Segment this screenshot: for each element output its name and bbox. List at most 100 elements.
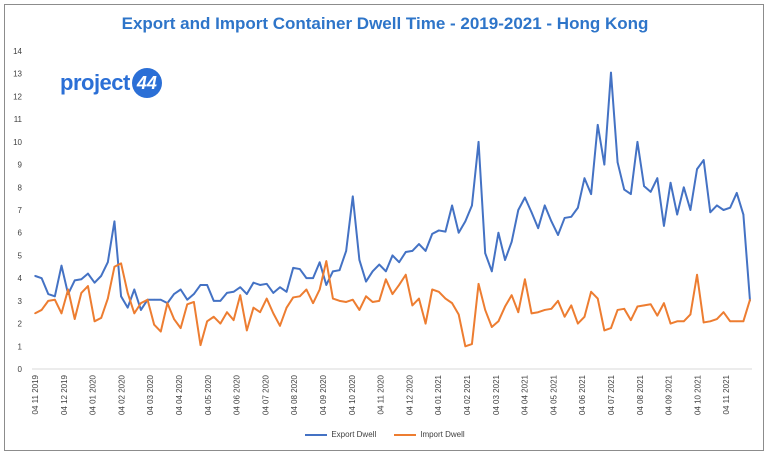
export-dwell-point <box>643 185 645 187</box>
import-dwell-point <box>497 320 500 323</box>
import-dwell-point <box>312 302 314 304</box>
import-dwell-point <box>93 320 96 323</box>
export-dwell-point <box>583 177 586 179</box>
export-dwell-point <box>338 269 341 271</box>
y-tick-label: 14 <box>13 47 22 56</box>
import-dwell-point <box>239 294 242 296</box>
x-tick-label: 04 07 2021 <box>607 374 616 415</box>
export-dwell-point <box>444 230 447 233</box>
import-dwell-point <box>391 293 394 295</box>
legend-label-export: Export Dwell <box>331 430 377 439</box>
import-dwell-point <box>47 300 50 302</box>
import-dwell-point <box>510 294 513 296</box>
import-dwell-point <box>232 319 235 321</box>
export-dwell-point <box>716 204 718 207</box>
import-dwell-point <box>563 315 566 318</box>
y-tick-label: 4 <box>18 274 23 283</box>
export-dwell-point <box>173 293 175 295</box>
logo-text: project <box>60 70 130 95</box>
import-dwell-point <box>451 302 453 304</box>
import-dwell-point <box>166 302 169 304</box>
export-dwell-point <box>656 177 659 179</box>
export-dwell-point <box>543 204 546 207</box>
y-tick-label: 1 <box>18 342 23 351</box>
chart-title: Export and Import Container Dwell Time -… <box>121 14 649 33</box>
import-dwell-point <box>358 309 361 311</box>
import-dwell-point <box>212 315 215 318</box>
export-dwell-point <box>265 283 268 285</box>
export-dwell-point <box>199 284 202 286</box>
x-tick-label: 04 01 2021 <box>434 374 443 415</box>
import-dwell-point <box>438 290 440 293</box>
import-dwell-point <box>411 304 414 307</box>
y-tick-label: 10 <box>13 138 22 147</box>
import-dwell-point <box>120 262 122 265</box>
import-dwell-point <box>226 311 228 314</box>
x-tick-label: 04 09 2021 <box>665 374 674 415</box>
import-dwell-point <box>444 297 447 300</box>
import-dwell-point <box>404 273 407 276</box>
export-dwell-point <box>272 292 275 294</box>
import-dwell-point <box>663 302 665 304</box>
import-dwell-point <box>133 312 136 315</box>
legend-item-export: Export Dwell <box>305 430 376 439</box>
import-dwell-point <box>265 297 268 300</box>
x-tick-label: 04 03 2020 <box>146 374 155 415</box>
y-tick-label: 0 <box>18 365 23 374</box>
export-dwell-point <box>186 298 189 301</box>
import-dwell-point <box>140 302 142 304</box>
y-tick-label: 3 <box>18 297 23 306</box>
import-dwell-point <box>87 285 89 287</box>
export-dwell-point <box>557 234 559 236</box>
import-dwell-point <box>113 265 116 268</box>
export-dwell-point <box>689 209 692 211</box>
import-dwell-point <box>517 311 520 314</box>
import-dwell-point <box>543 309 546 311</box>
legend-label-import: Import Dwell <box>420 430 465 439</box>
export-dwell-point <box>87 272 89 275</box>
y-tick-label: 8 <box>18 183 23 192</box>
export-dwell-point <box>378 263 381 266</box>
x-tick-label: 04 11 2020 <box>377 374 386 414</box>
x-tick-label: 04 10 2020 <box>348 374 357 415</box>
logo-badge-icon: 44 <box>131 68 162 98</box>
export-dwell-point <box>504 259 506 261</box>
import-dwell-point <box>100 317 102 319</box>
export-dwell-point <box>577 206 579 209</box>
import-dwell-point <box>636 305 639 308</box>
import-dwell-point <box>153 323 155 326</box>
import-dwell-point <box>107 297 109 300</box>
x-tick-label: 04 04 2021 <box>521 374 530 415</box>
import-dwell-point <box>60 312 63 315</box>
export-dwell-point <box>550 220 553 223</box>
export-dwell-point <box>464 220 467 223</box>
export-dwell-point <box>735 192 738 194</box>
import-dwell-point <box>577 322 579 325</box>
export-dwell-point <box>133 288 136 291</box>
export-dwell-point <box>729 206 731 209</box>
export-dwell-point <box>702 159 705 161</box>
import-dwell-point <box>67 288 69 291</box>
import-dwell-point <box>193 301 195 303</box>
export-dwell-point <box>279 286 281 289</box>
import-dwell-point <box>716 318 718 320</box>
y-tick-label: 12 <box>13 92 22 101</box>
y-tick-label: 2 <box>18 320 23 329</box>
import-dwell-point <box>749 298 751 301</box>
import-dwell-point <box>318 288 321 291</box>
import-dwell-point <box>590 290 592 293</box>
import-dwell-point <box>557 300 559 302</box>
export-dwell-point <box>345 250 347 252</box>
import-dwell-point <box>305 288 308 291</box>
y-tick-label: 5 <box>18 251 23 260</box>
export-dwell-point <box>305 277 308 279</box>
import-dwell-point <box>338 300 341 302</box>
export-dwell-point <box>371 270 374 273</box>
export-dwell-point <box>610 71 612 74</box>
import-dwell-point <box>159 330 162 333</box>
import-dwell-point <box>219 322 222 325</box>
export-dwell-point <box>140 309 142 311</box>
import-dwell-point <box>292 296 294 299</box>
import-dwell-point <box>126 292 129 294</box>
import-dwell-point <box>457 313 460 316</box>
